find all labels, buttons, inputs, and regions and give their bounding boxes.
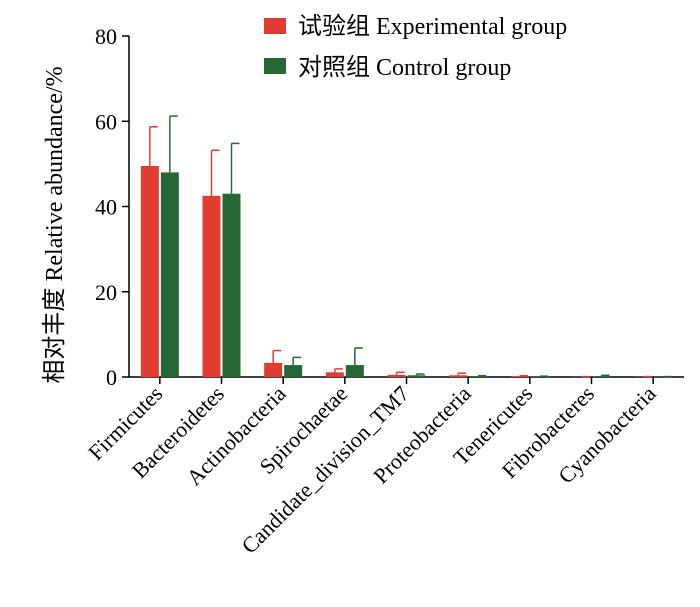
legend: 试验组 Experimental group 对照组 Control group — [264, 13, 567, 81]
legend-swatch-experimental — [264, 18, 286, 34]
y-tick-label: 80 — [95, 24, 117, 49]
bar-experimental — [387, 374, 406, 377]
bar-experimental — [325, 372, 344, 377]
bar-control — [592, 376, 611, 377]
bar-control — [407, 375, 426, 377]
y-tick-label: 60 — [95, 109, 117, 134]
bar-experimental — [140, 166, 159, 377]
legend-label-control: 对照组 Control group — [298, 54, 511, 81]
bar-experimental — [202, 195, 221, 377]
y-axis-title: 相对丰度 Relative abundance/% — [41, 66, 68, 383]
bar-control — [160, 172, 179, 377]
bar-control — [345, 365, 364, 377]
bar-experimental — [510, 376, 529, 377]
legend-swatch-control — [264, 58, 286, 74]
bar-control — [222, 193, 241, 377]
legend-label-experimental: 试验组 Experimental group — [298, 13, 567, 40]
y-tick-label: 20 — [95, 280, 117, 305]
bar-experimental — [449, 375, 468, 377]
plot-area: 020406080FirmicutesBacteroidetesActinoba… — [83, 24, 684, 558]
bar-experimental — [264, 362, 283, 377]
y-tick-label: 0 — [106, 365, 117, 390]
bar-control — [284, 365, 303, 377]
bar-control — [469, 376, 488, 377]
y-tick-label: 40 — [95, 195, 117, 220]
